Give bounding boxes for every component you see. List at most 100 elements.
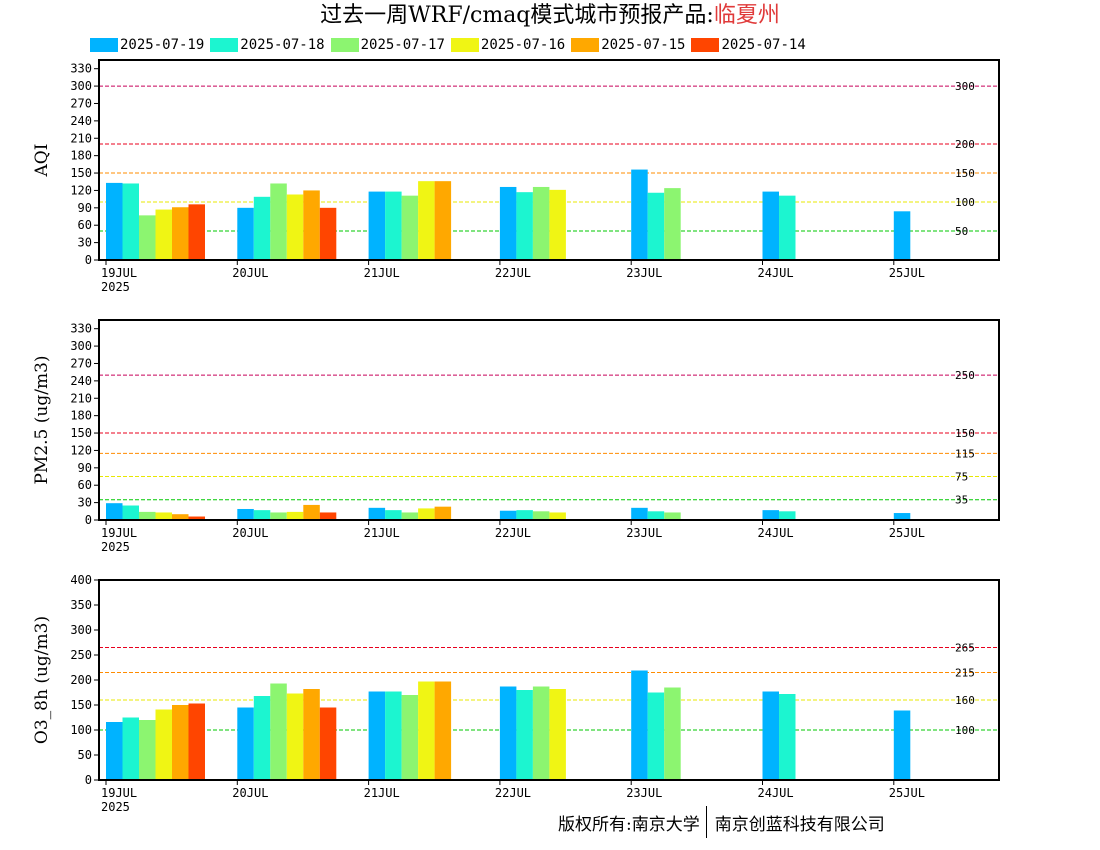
threshold-label: 50 — [955, 225, 968, 238]
y-tick-label: 60 — [78, 478, 92, 492]
bar — [122, 505, 139, 520]
y-tick-label: 210 — [70, 131, 92, 145]
bar — [303, 504, 320, 520]
bar — [122, 183, 139, 260]
x-tick-label: 23JUL — [626, 266, 662, 280]
legend-item: 2025-07-15 — [571, 35, 685, 55]
y-tick-label: 300 — [70, 623, 92, 637]
x-tick-label: 22JUL — [495, 266, 531, 280]
legend-swatch — [571, 38, 600, 52]
bar — [664, 687, 681, 780]
x-year-label: 2025 — [101, 280, 130, 294]
legend-item: 2025-07-18 — [210, 35, 325, 55]
legend: 2025-07-19 2025-07-18 2025-07-17 2025-07-16… — [90, 35, 812, 55]
y-tick-label: 150 — [70, 426, 92, 440]
legend-swatch — [330, 38, 359, 52]
bar — [401, 512, 419, 520]
bar — [303, 190, 320, 260]
bar — [253, 510, 271, 520]
bar — [286, 693, 304, 780]
bar — [499, 186, 517, 260]
bar — [172, 207, 189, 260]
bar — [664, 188, 681, 260]
threshold-label: 265 — [955, 642, 975, 655]
bar — [385, 191, 402, 260]
bar — [893, 513, 911, 520]
x-tick-label: 21JUL — [364, 526, 400, 540]
bar — [499, 686, 517, 780]
threshold-label: 300 — [955, 80, 975, 93]
y-axis-label: PM2.5 (ug/m3) — [32, 355, 52, 484]
bar — [368, 191, 386, 260]
bar — [172, 514, 189, 520]
y-tick-label: 120 — [70, 443, 92, 457]
bar — [418, 508, 435, 520]
copyright-footer: 版权所有:南京大学 南京创蓝科技有限公司 — [558, 806, 885, 838]
bar — [270, 512, 287, 520]
x-year-label: 2025 — [101, 540, 130, 554]
bar — [401, 695, 419, 780]
threshold-label: 250 — [955, 369, 975, 382]
title-city: 临夏州 — [713, 3, 780, 28]
bar — [779, 195, 796, 260]
bar — [631, 507, 648, 520]
y-tick-label: 330 — [70, 62, 92, 76]
threshold-label: 160 — [955, 694, 975, 707]
y-tick-label: 240 — [70, 374, 92, 388]
legend-label: 2025-07-19 — [120, 37, 205, 53]
bar — [139, 511, 156, 520]
bar — [434, 681, 452, 780]
x-tick-label: 25JUL — [889, 786, 925, 800]
y-tick-label: 30 — [78, 236, 92, 250]
x-tick-label: 24JUL — [758, 266, 794, 280]
bar — [270, 683, 287, 780]
y-tick-label: 150 — [70, 166, 92, 180]
bar — [516, 192, 533, 260]
bar — [139, 215, 156, 260]
bar — [779, 694, 796, 780]
bar — [188, 703, 205, 780]
y-axis-label: AQI — [32, 144, 52, 178]
threshold-label: 75 — [955, 471, 968, 484]
plot-frame — [98, 59, 1000, 261]
bar — [532, 511, 550, 520]
threshold-label: 150 — [955, 167, 975, 180]
bar — [368, 691, 386, 780]
threshold-label: 100 — [955, 724, 975, 737]
y-tick-label: 300 — [70, 339, 92, 353]
legend-swatch — [691, 38, 720, 52]
bar — [106, 503, 123, 520]
x-tick-label: 19JUL — [101, 526, 137, 540]
x-tick-label: 20JUL — [232, 266, 268, 280]
bar — [172, 705, 189, 780]
bar — [516, 510, 533, 520]
bar — [368, 507, 386, 520]
legend-label: 2025-07-18 — [240, 37, 325, 53]
bar — [647, 511, 665, 520]
bar — [139, 720, 156, 780]
bar — [188, 204, 205, 260]
legend-swatch — [450, 38, 479, 52]
bar — [303, 689, 320, 780]
bar — [155, 512, 172, 520]
y-tick-label: 350 — [70, 598, 92, 612]
y-tick-label: 0 — [85, 253, 92, 267]
x-tick-label: 22JUL — [495, 786, 531, 800]
y-tick-label: 180 — [70, 409, 92, 423]
bar — [286, 511, 304, 520]
x-tick-label: 25JUL — [889, 526, 925, 540]
y-tick-label: 0 — [85, 513, 92, 527]
plot-frame — [98, 319, 1000, 521]
bar — [664, 512, 681, 520]
copyright-company: 南京创蓝科技有限公司 — [714, 814, 885, 835]
bar — [516, 690, 533, 780]
bar — [532, 686, 550, 780]
y-tick-label: 210 — [70, 391, 92, 405]
bar — [401, 195, 419, 260]
bar — [647, 192, 665, 260]
bar — [385, 510, 402, 520]
y-tick-label: 100 — [70, 723, 92, 737]
threshold-label: 200 — [955, 138, 975, 151]
x-tick-label: 20JUL — [232, 526, 268, 540]
